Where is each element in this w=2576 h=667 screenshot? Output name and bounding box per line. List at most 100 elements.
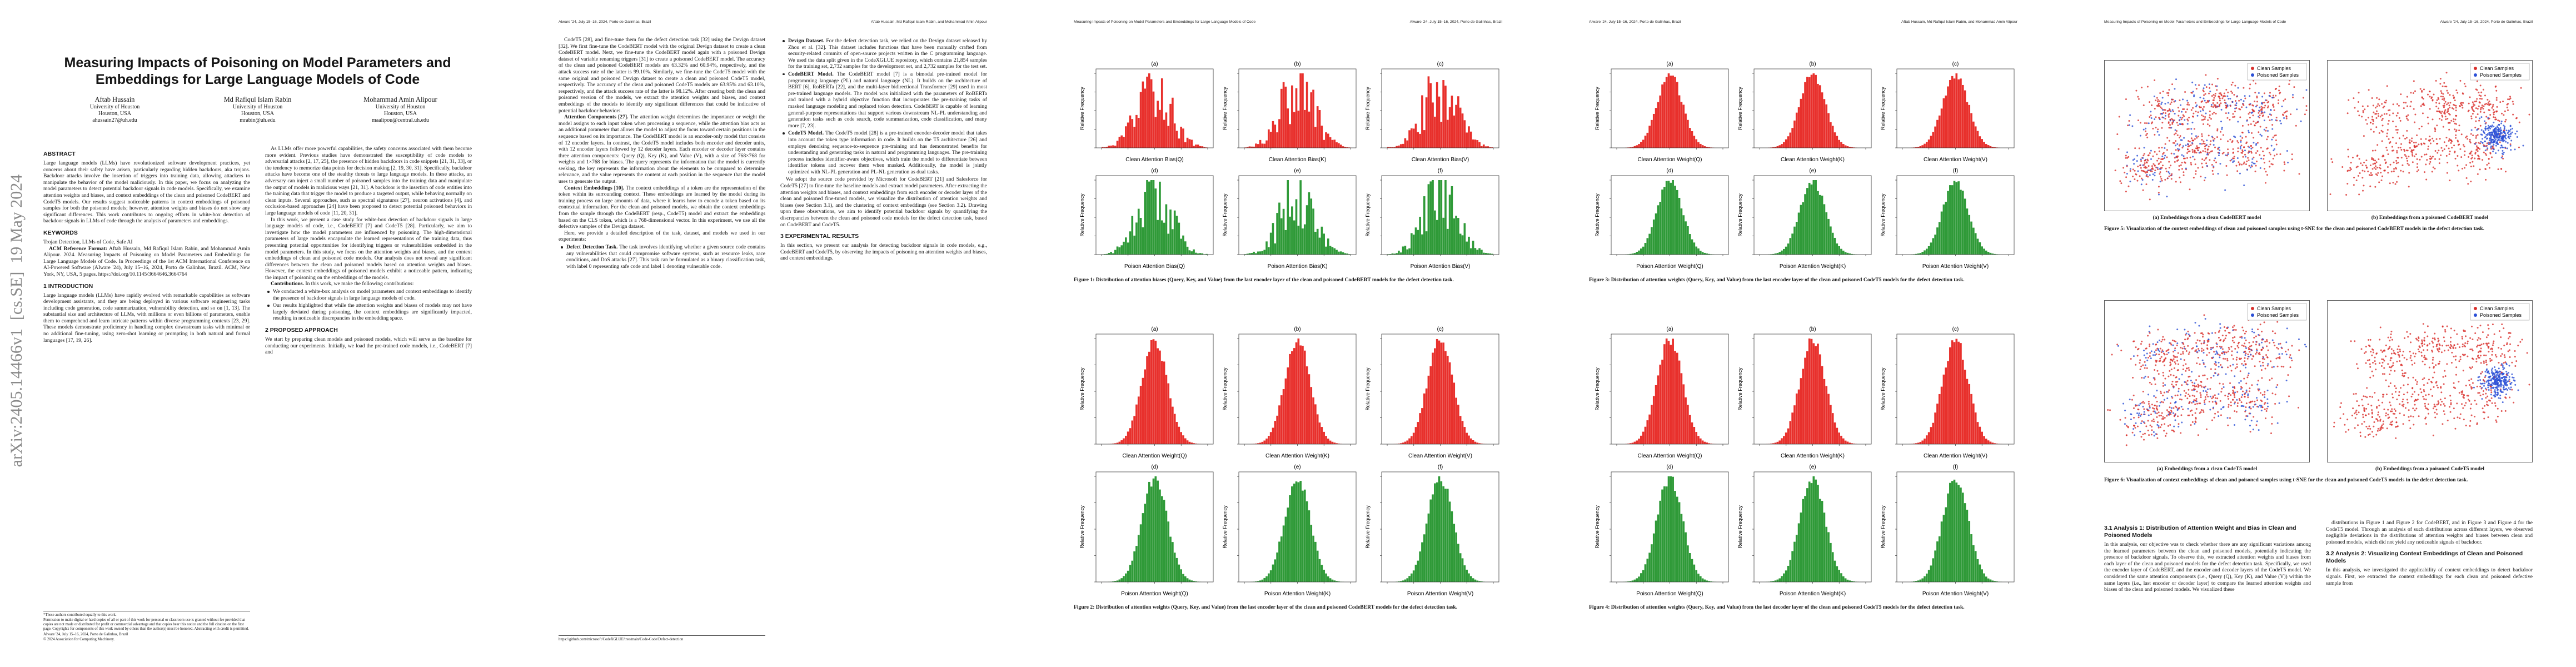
histogram-bar: [1308, 374, 1311, 444]
histogram-bar: [1308, 510, 1311, 582]
histogram-bar: [1173, 552, 1176, 582]
histogram-bar: [1404, 579, 1407, 582]
embedding-point: [2367, 404, 2369, 406]
embedding-point: [2191, 149, 2194, 151]
embedding-point: [2203, 91, 2205, 93]
embedding-point: [2214, 332, 2216, 334]
embedding-point: [2256, 350, 2258, 352]
embedding-point: [2269, 342, 2271, 344]
embedding-point: [2498, 384, 2500, 386]
embedding-point: [2361, 116, 2363, 118]
histogram-bar: [1961, 84, 1964, 148]
histogram-bar: [1148, 481, 1150, 582]
embedding-point: [2170, 411, 2173, 413]
embedding-point: [2390, 421, 2392, 424]
embedding-point: [2255, 344, 2257, 346]
embedding-point: [2190, 128, 2193, 130]
embedding-point: [2277, 102, 2279, 104]
histogram-bar: [1708, 147, 1710, 148]
embedding-point: [2398, 345, 2400, 347]
embedding-point: [2499, 147, 2502, 149]
embedding-point: [2483, 151, 2485, 153]
histogram-bar: [1685, 397, 1687, 444]
y-axis-label: Relative Frequency: [1880, 193, 1886, 237]
embedding-point: [2495, 421, 2498, 423]
embedding-point: [2384, 159, 2386, 161]
embedding-point: [2234, 84, 2236, 87]
embedding-point: [2473, 386, 2475, 389]
histogram-bar: [1342, 252, 1344, 255]
embedding-point: [2490, 140, 2492, 142]
histogram-bar: [1629, 253, 1632, 255]
embedding-point: [2494, 354, 2497, 356]
embedding-point: [2217, 151, 2219, 153]
embedding-point: [2161, 180, 2163, 182]
embedding-point: [2406, 391, 2409, 394]
histogram-bar: [1154, 188, 1157, 255]
embedding-point: [2154, 383, 2156, 385]
embedding-point: [2215, 161, 2218, 163]
embedding-point: [2244, 351, 2246, 353]
histogram-bar: [1327, 439, 1329, 444]
embedding-point: [2467, 342, 2469, 345]
embedding-point: [2275, 143, 2278, 146]
histogram-bar: [1842, 438, 1845, 444]
embedding-point: [2488, 372, 2490, 375]
embedding-point: [2392, 362, 2394, 364]
embedding-point: [2173, 351, 2175, 353]
embedding-point: [2500, 386, 2502, 388]
histogram-bar: [1688, 415, 1691, 444]
embedding-point: [2264, 111, 2266, 113]
histogram-bar: [1102, 147, 1104, 148]
embedding-point: [2155, 353, 2158, 355]
histogram-bar: [1291, 206, 1293, 255]
embedding-point: [2161, 97, 2164, 99]
embedding-point: [2236, 363, 2238, 365]
embedding-point: [2219, 354, 2221, 356]
embedding-point: [2149, 381, 2151, 384]
embedding-point: [2160, 351, 2163, 354]
embedding-point: [2269, 152, 2271, 154]
embedding-point: [2236, 140, 2239, 142]
embedding-point: [2220, 366, 2223, 369]
histogram-bar: [1112, 253, 1114, 255]
embedding-point: [2507, 109, 2509, 111]
embedding-point: [2258, 131, 2260, 133]
x-axis-label: Clean Attention Bias(K): [1269, 157, 1326, 163]
embedding-point: [2139, 122, 2141, 124]
histogram-bar: [1646, 132, 1649, 148]
embedding-point: [2373, 120, 2375, 122]
embedding-point: [2160, 424, 2163, 426]
embedding-point: [2406, 117, 2408, 120]
footnote: AIware '24, July 15–16, 2024, Porto de G…: [43, 632, 128, 636]
embedding-point: [2171, 397, 2174, 399]
embedding-point: [2248, 131, 2250, 133]
embedding-point: [2275, 386, 2278, 389]
histogram-bar: [1276, 213, 1278, 255]
embedding-point: [2501, 137, 2503, 140]
embedding-point: [2144, 166, 2146, 168]
embedding-point: [2216, 136, 2218, 138]
embedding-point: [2153, 95, 2155, 97]
embedding-point: [2186, 123, 2189, 125]
embedding-point: [2218, 366, 2220, 368]
histogram-bar: [1108, 253, 1110, 255]
embedding-point: [2148, 154, 2150, 156]
embedding-point: [2141, 179, 2144, 181]
embedding-point: [2187, 102, 2189, 104]
embedding-point: [2189, 141, 2191, 143]
histogram-bar: [1457, 218, 1459, 255]
embedding-point: [2432, 356, 2434, 359]
histogram-bar: [1821, 92, 1823, 148]
histogram-bar: [1633, 579, 1636, 582]
embedding-point: [2250, 354, 2252, 356]
embedding-point: [2229, 382, 2231, 384]
embedding-point: [2493, 147, 2495, 150]
histogram-bar: [1255, 143, 1257, 148]
embedding-point: [2427, 148, 2429, 150]
embedding-point: [2261, 331, 2263, 333]
histogram-bar: [1976, 559, 1979, 582]
embedding-point: [2258, 343, 2260, 345]
embedding-point: [2155, 396, 2157, 399]
embedding-point: [2447, 109, 2449, 111]
